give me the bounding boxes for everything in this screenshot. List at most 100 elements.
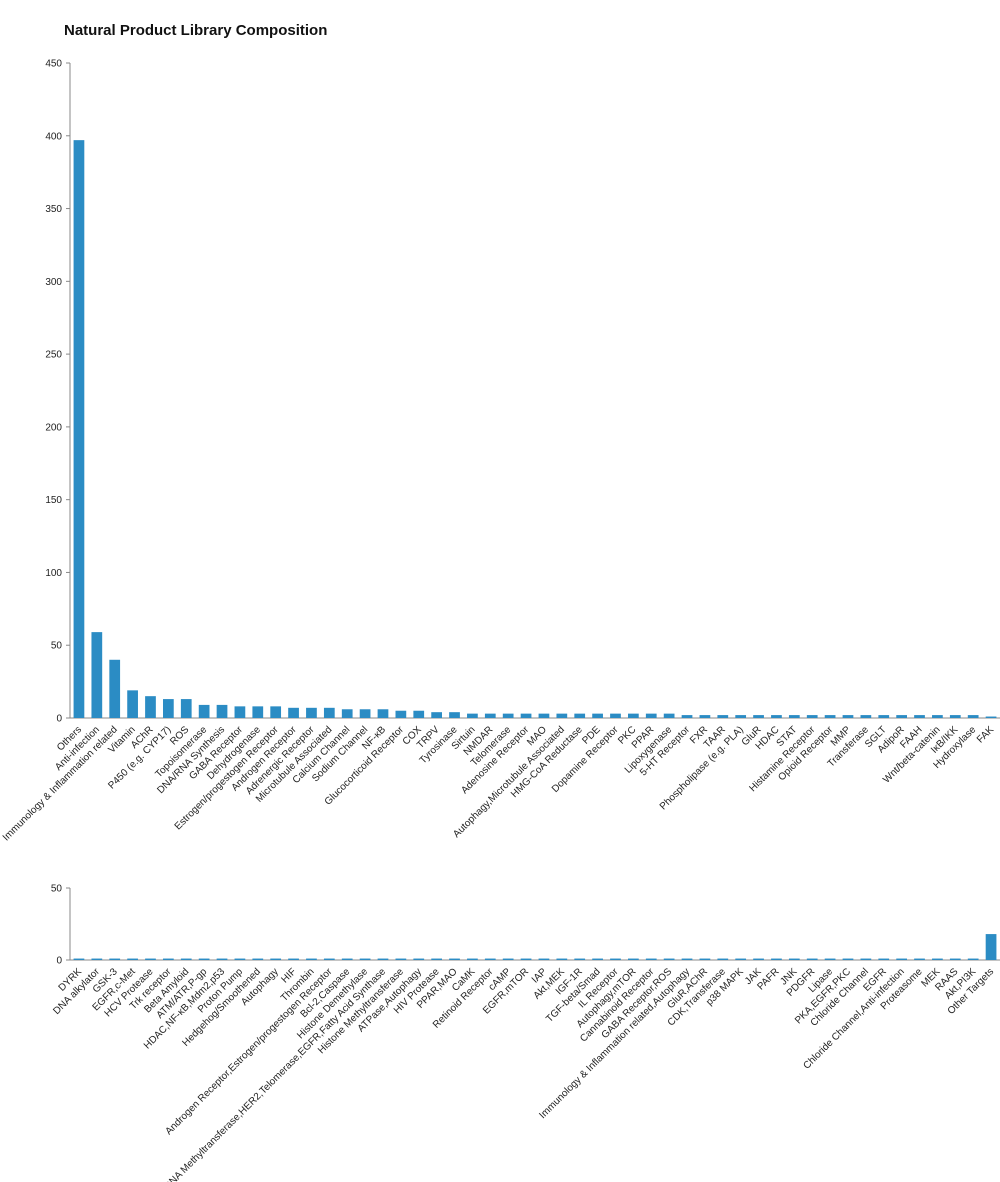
bar [323,958,335,960]
bar [73,958,85,960]
bar [574,713,586,718]
bar [180,958,192,960]
bar [234,958,246,960]
bar [967,715,979,718]
bar [234,706,246,718]
bar [753,715,764,718]
bar [878,715,890,718]
bar [753,958,764,960]
bar [628,713,639,718]
bar [663,713,675,718]
bar [985,716,997,718]
bar [949,958,961,960]
y-tick-label: 250 [45,350,62,361]
bar [109,659,121,718]
bar [306,707,317,718]
bar [610,958,621,960]
bar [359,958,371,960]
y-tick-label: 300 [45,277,62,288]
bar [860,715,872,718]
bar [359,709,371,718]
bar [252,958,264,960]
bar [949,715,961,718]
x-tick-label: FAK [975,724,996,745]
y-tick-label: 350 [45,204,62,215]
bar [163,958,174,960]
y-tick-label: 400 [45,131,62,142]
bar [288,958,299,960]
bar [395,958,407,960]
bar [932,958,943,960]
bar [377,709,389,718]
bar [180,699,192,718]
bar [806,715,818,718]
y-tick-label: 50 [51,884,63,895]
bar [431,712,442,718]
bar [681,958,693,960]
bar [502,958,514,960]
bar [788,958,800,960]
bar [73,140,85,719]
bar [91,632,103,718]
bar [198,704,210,718]
bar [252,706,264,718]
bar [610,713,621,718]
bar [896,715,907,718]
bar [771,715,782,718]
bar [538,958,550,960]
bar [985,934,997,960]
bar [109,958,121,960]
bar [216,704,228,718]
bar [574,958,586,960]
bar [216,958,228,960]
bar [932,715,943,718]
bar [413,710,425,718]
y-tick-label: 0 [56,956,62,967]
bar [842,715,854,718]
bar [645,958,657,960]
bar [592,958,603,960]
bar [556,958,568,960]
bar [127,690,138,718]
bar [270,706,282,718]
bar [806,958,818,960]
bar [914,958,925,960]
bar [484,713,496,718]
bar [341,709,353,718]
bar [538,713,550,718]
bar [520,958,532,960]
bar [467,713,478,718]
bar [860,958,872,960]
bar [824,715,836,718]
bar [914,715,925,718]
bar [395,710,407,718]
bar [502,713,514,718]
bar [377,958,389,960]
y-tick-label: 200 [45,422,62,433]
bar [788,715,800,718]
bar [306,958,317,960]
chart-title: Natural Product Library Composition [64,22,327,39]
y-tick-label: 150 [45,495,62,506]
bar [341,958,353,960]
bar [163,699,174,718]
bar [145,696,156,718]
bar [645,713,657,718]
bar [556,713,568,718]
bar [878,958,890,960]
bar [842,958,854,960]
bar [735,958,747,960]
bar [717,958,729,960]
bar [449,712,460,718]
bar [771,958,782,960]
bar [467,958,478,960]
bar [520,713,532,718]
bar [663,958,675,960]
bar [91,958,103,960]
y-tick-label: 0 [56,714,62,725]
bar [628,958,639,960]
y-tick-label: 50 [51,641,63,652]
y-tick-label: 450 [45,59,62,70]
bar [967,958,979,960]
bar [413,958,425,960]
